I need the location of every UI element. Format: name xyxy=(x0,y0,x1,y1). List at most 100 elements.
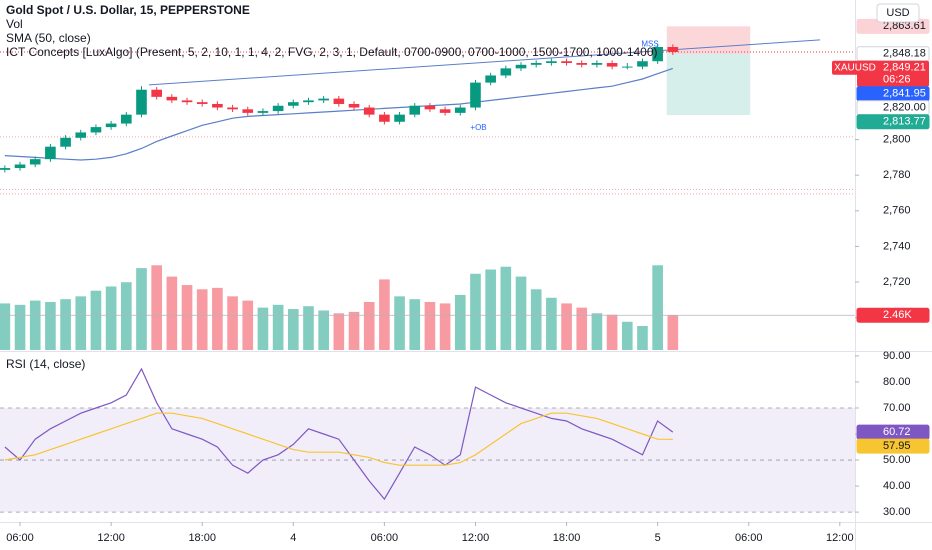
volume-bar xyxy=(379,279,390,350)
candle-body xyxy=(196,102,208,104)
candle-body xyxy=(394,114,405,122)
plot-area: MSS +OB xyxy=(0,26,855,513)
x-tick-label: 12:00 xyxy=(826,532,854,544)
candle-body xyxy=(652,46,663,62)
volume-legend: Vol xyxy=(6,17,23,31)
candle-body xyxy=(120,114,132,124)
price-tag: 2,841.95 xyxy=(883,88,926,100)
volume-bar xyxy=(272,304,284,350)
candle-body xyxy=(0,168,11,170)
volume-bar xyxy=(424,302,436,350)
volume-bar xyxy=(576,307,588,350)
candle-body xyxy=(136,89,147,115)
trendline xyxy=(149,39,821,86)
rsi-y-tick-label: 70.00 xyxy=(883,402,911,414)
volume-bar xyxy=(621,321,633,350)
price-tag: 2,820.00 xyxy=(883,102,926,114)
x-tick-label: 18:00 xyxy=(553,532,581,544)
y-tick-label: 2,740 xyxy=(883,240,911,252)
sma-legend: SMA (50, close) xyxy=(6,31,91,45)
candle-body xyxy=(546,61,557,64)
volume-bar xyxy=(45,302,56,350)
volume-bar xyxy=(394,296,405,350)
rsi-tag: 57.95 xyxy=(883,440,911,452)
x-tick-label: 5 xyxy=(655,532,661,544)
volume-bar xyxy=(318,310,329,350)
currency[interactable]: USD xyxy=(886,7,909,19)
rsi-y-tick-label: 30.00 xyxy=(883,506,911,518)
rsi-line xyxy=(4,412,673,466)
candle-body xyxy=(227,107,238,110)
volume-tag: 2.46K xyxy=(883,309,912,321)
candle-body xyxy=(470,82,481,108)
rsi-tag: 60.72 xyxy=(883,426,911,438)
x-tick-label: 12:00 xyxy=(97,532,125,544)
volume-bar xyxy=(606,314,618,350)
volume-bar xyxy=(667,315,679,350)
countdown: 06:26 xyxy=(883,74,911,86)
rsi-y-tick-label: 80.00 xyxy=(883,376,911,388)
axes: 2,7002,7202,7402,7602,7802,80006:0012:00… xyxy=(6,18,930,544)
x-tick-label: 06:00 xyxy=(735,532,763,544)
candle-body xyxy=(272,105,284,112)
volume-bar xyxy=(60,299,71,350)
currency-box[interactable] xyxy=(876,3,920,23)
volume-bar xyxy=(348,311,360,350)
x-tick-label: 12:00 xyxy=(462,532,490,544)
candle-body xyxy=(515,64,527,69)
rsi-y-tick-label: 40.00 xyxy=(883,480,911,492)
volume-bar xyxy=(409,299,421,350)
volume-bar xyxy=(591,313,603,350)
candle-body xyxy=(348,103,360,108)
volume-bar xyxy=(212,287,223,350)
x-tick-label: 4 xyxy=(290,532,296,544)
candle-body xyxy=(60,137,71,147)
price-tag: 2,863.61 xyxy=(883,20,926,32)
candle-body xyxy=(424,105,436,110)
volume-bar xyxy=(546,297,557,350)
candle-body xyxy=(667,46,679,52)
candle-body xyxy=(485,75,496,83)
symbol-tag: XAUUSD xyxy=(834,62,876,73)
rsi-line xyxy=(4,367,674,501)
candle-body xyxy=(621,66,633,68)
volume-bar xyxy=(257,307,269,350)
volume-bar xyxy=(333,313,345,350)
volume-bar xyxy=(242,300,254,350)
volume-bar xyxy=(439,303,451,350)
y-tick-label: 2,720 xyxy=(883,276,911,288)
candle-body xyxy=(637,61,648,67)
symbol-title: Gold Spot / U.S. Dollar, 15, PEPPERSTONE xyxy=(6,3,250,17)
volume-bar xyxy=(637,326,648,350)
candle-body xyxy=(363,107,375,115)
symbol-tag-bg xyxy=(832,60,878,75)
price-tag-bg xyxy=(856,114,930,130)
candle-body xyxy=(14,164,26,169)
x-tick-label: 06:00 xyxy=(371,532,399,544)
volume-bar xyxy=(303,306,314,350)
x-tick-label: 06:00 xyxy=(6,532,34,544)
target-zone xyxy=(666,53,751,116)
sma-line xyxy=(4,67,673,161)
volume-bar xyxy=(652,265,663,350)
candle-body xyxy=(45,146,56,160)
indicator-legend: ICT Concepts [LuxAlgo] (Present, 5, 2, 1… xyxy=(6,45,658,59)
volume-bar xyxy=(530,289,542,350)
candle-body xyxy=(576,63,588,65)
candle-body xyxy=(257,111,269,113)
x-tick-label: 18:00 xyxy=(188,532,216,544)
volume-bar xyxy=(105,286,117,350)
price-tag: 2,813.77 xyxy=(883,116,926,128)
candle-body xyxy=(151,89,162,97)
volume-bar xyxy=(29,300,41,350)
candle-body xyxy=(242,109,254,113)
volume-bar xyxy=(363,302,375,350)
candle-body xyxy=(318,98,329,101)
price-tag: 2,848.18 xyxy=(883,48,926,60)
rsi-y-tick-label: 50.00 xyxy=(883,454,911,466)
candle-body xyxy=(29,159,41,165)
volume-bar xyxy=(470,273,481,350)
y-tick-label: 2,800 xyxy=(883,133,911,145)
candle-body xyxy=(166,96,178,101)
